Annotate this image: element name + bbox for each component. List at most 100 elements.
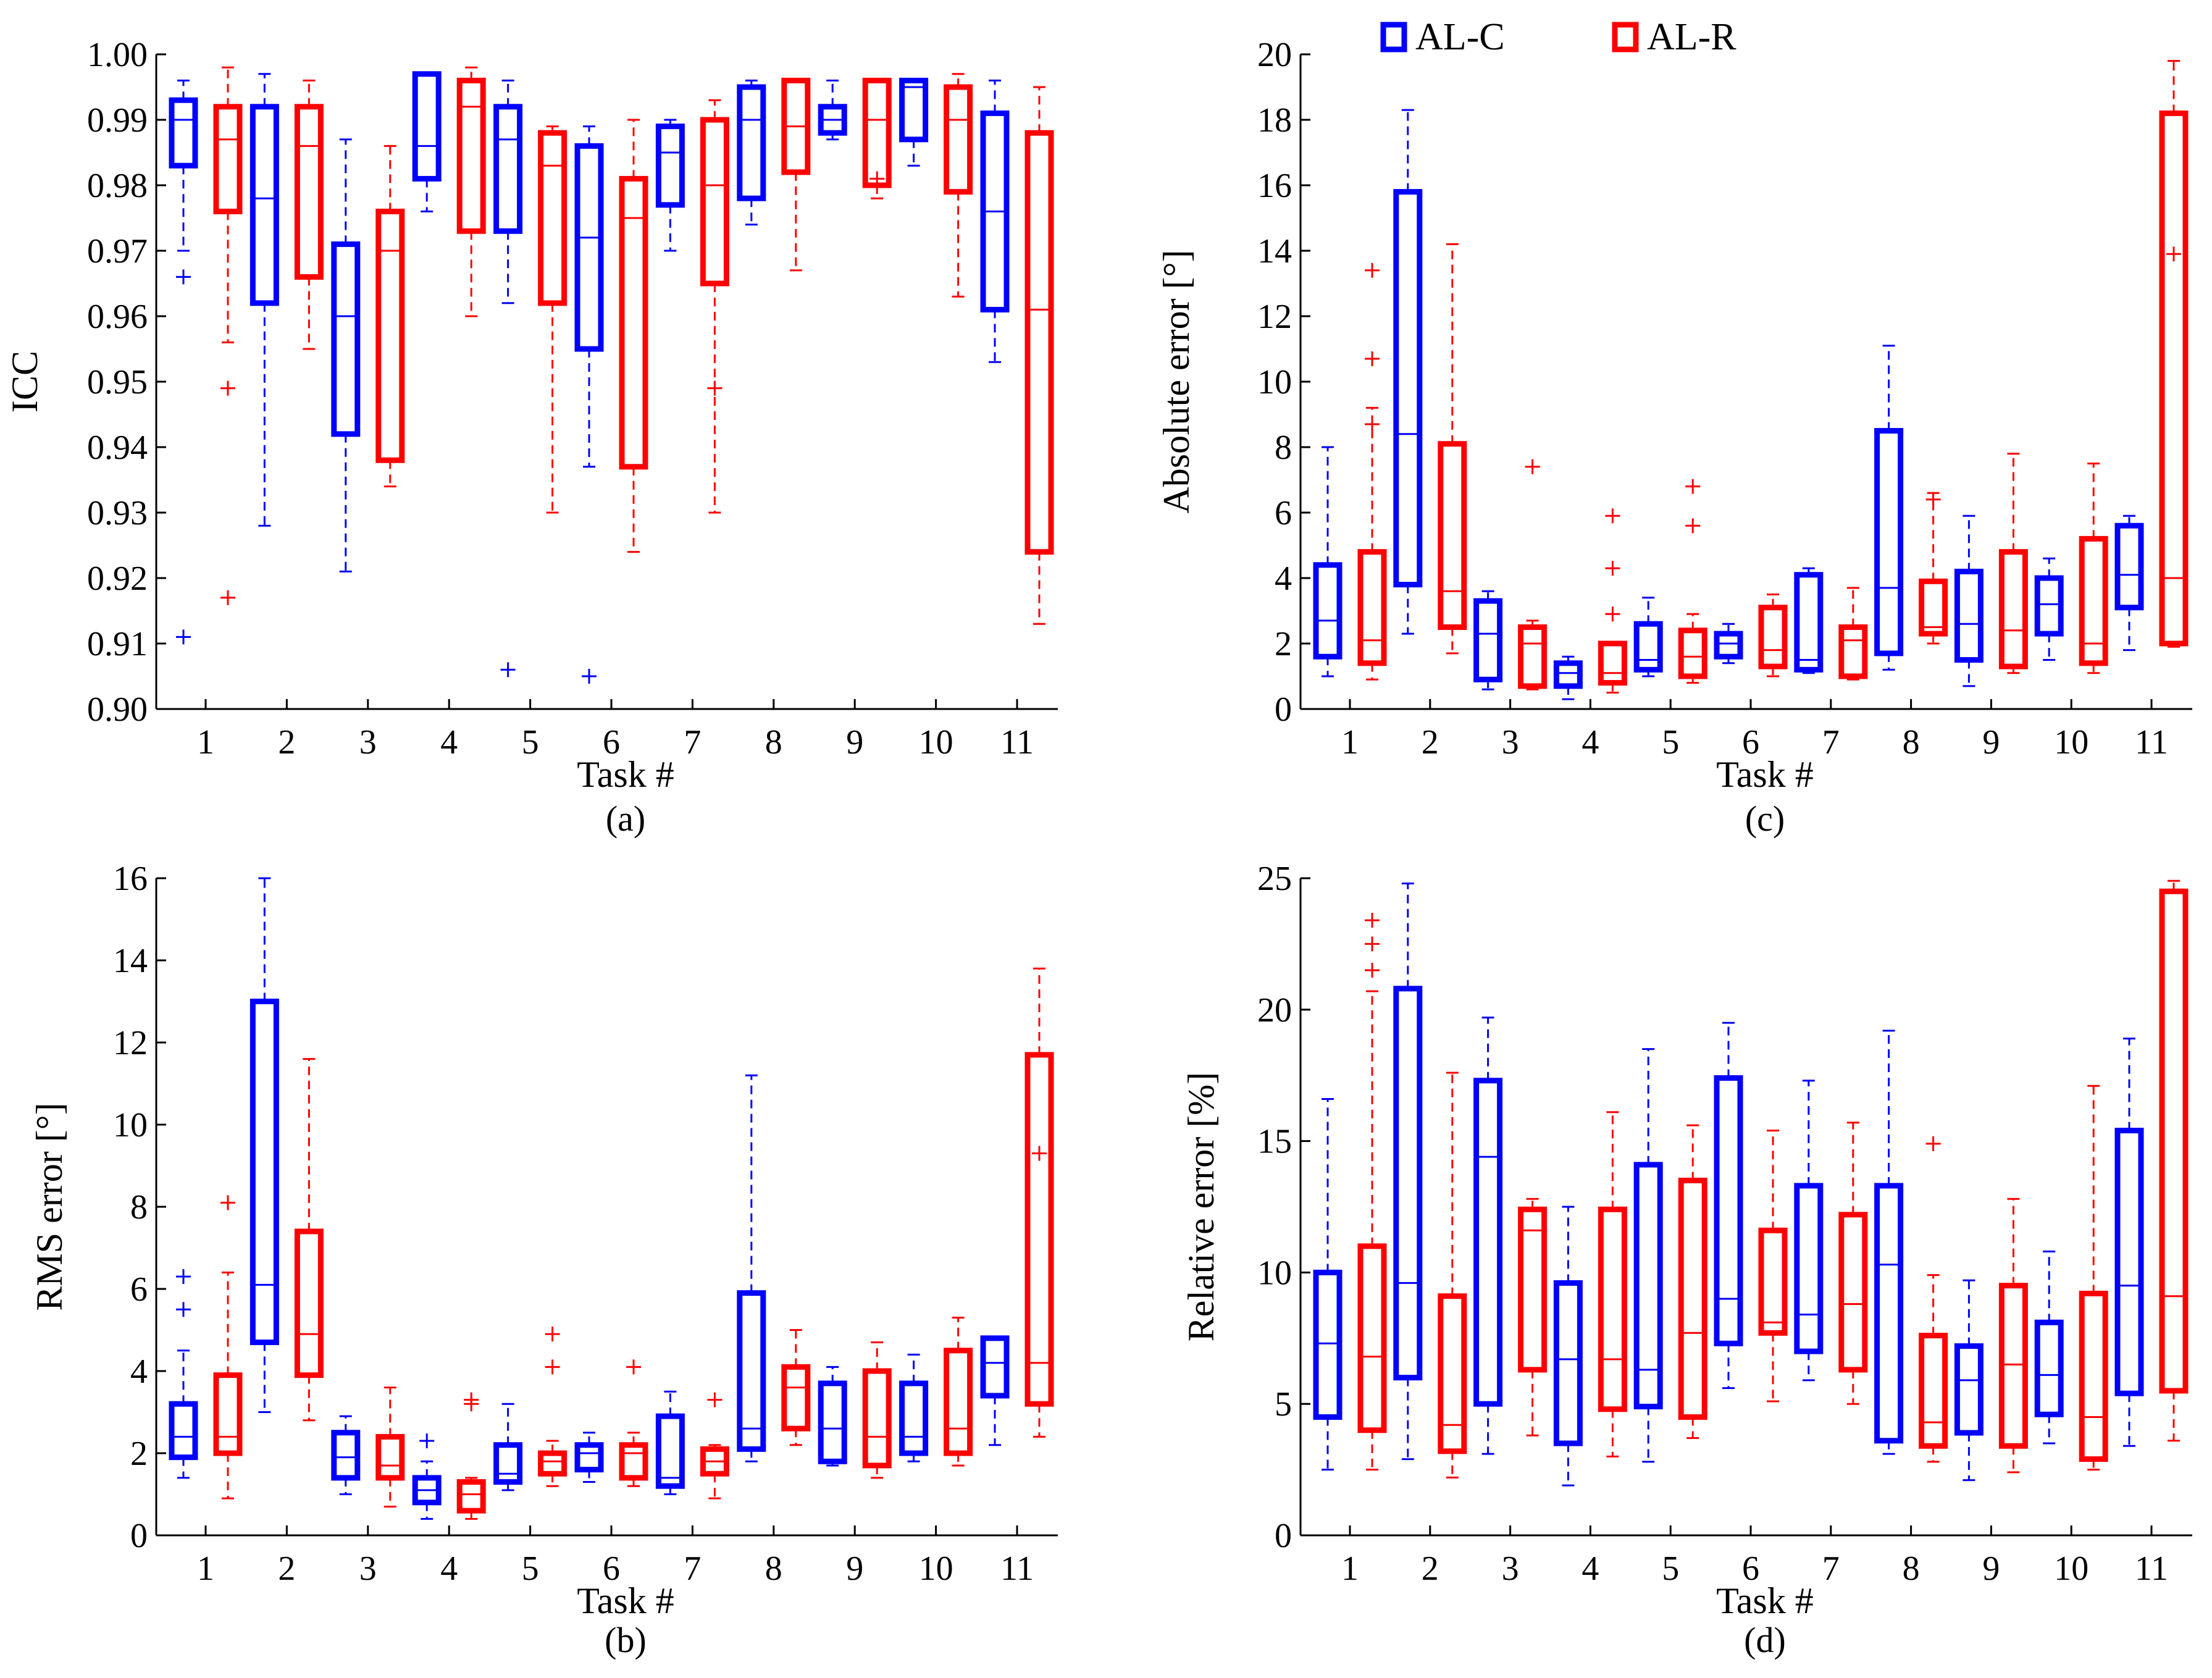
outlier-marker	[1365, 962, 1380, 978]
box-al-r-task-3	[375, 145, 405, 488]
legend-label-al-c: AL-C	[1415, 16, 1505, 58]
box-al-r-task-9	[862, 77, 892, 199]
box-iqr	[1919, 1333, 1948, 1449]
box-al-c-task-9	[818, 1365, 847, 1467]
x-tick-label: 1	[1341, 723, 1359, 761]
box-al-r-task-9	[1998, 1198, 2028, 1474]
box-al-r-task-6	[1758, 1130, 1788, 1403]
box-iqr	[1473, 1078, 1503, 1407]
box-al-r-task-4	[1598, 508, 1627, 694]
box-iqr	[574, 143, 604, 352]
outlier-marker	[1365, 416, 1380, 432]
x-tick-label: 7	[684, 723, 701, 761]
box-iqr	[899, 77, 929, 143]
box-iqr	[700, 117, 729, 287]
x-tick-label: 2	[278, 1550, 295, 1588]
box-iqr	[249, 999, 279, 1345]
box-al-c-task-3	[331, 1415, 361, 1495]
y-tick-label: 8	[1275, 429, 1292, 467]
x-tick-label: 1	[1341, 1550, 1359, 1588]
box-al-c-task-4	[1553, 1206, 1583, 1487]
outlier-marker	[2166, 246, 2181, 262]
box-al-c-task-10	[899, 1353, 929, 1462]
box-iqr	[818, 1380, 847, 1464]
box-iqr	[2114, 522, 2144, 611]
box-iqr	[944, 84, 973, 195]
x-tick-label: 9	[846, 723, 863, 761]
box-iqr	[655, 1413, 685, 1489]
outlier-marker	[1032, 1146, 1047, 1161]
y-tick-label: 20	[1257, 36, 1292, 74]
outlier-marker	[1365, 913, 1380, 928]
box-al-r-task-2	[294, 79, 324, 350]
x-axis-label: Task #	[1716, 754, 1813, 795]
y-tick-label: 0.97	[87, 232, 148, 271]
y-tick-label: 0	[1275, 1517, 1292, 1555]
box-iqr	[2114, 1128, 2144, 1396]
box-iqr	[493, 1442, 523, 1485]
box-al-r-task-2	[1438, 243, 1467, 655]
x-tick-label: 11	[2135, 1550, 2168, 1588]
x-tick-label: 8	[765, 1550, 782, 1588]
box-iqr	[1553, 1280, 1583, 1446]
box-al-c-task-6	[1714, 1021, 1743, 1390]
box-iqr	[169, 1401, 198, 1461]
box-iqr	[737, 84, 766, 201]
box-al-c-task-9	[818, 79, 847, 141]
y-tick-label: 0	[130, 1517, 148, 1555]
box-al-r-task-1	[1357, 262, 1387, 681]
box-al-r-task-1	[213, 66, 243, 605]
outlier-marker	[176, 269, 191, 285]
box-al-c-task-1	[169, 1269, 198, 1479]
box-al-c-task-5	[493, 79, 523, 677]
panel-caption: (c)	[1745, 799, 1785, 839]
outlier-marker	[1365, 262, 1380, 278]
outlier-marker	[1365, 351, 1380, 366]
y-tick-label: 16	[1257, 167, 1292, 205]
box-al-c-task-5	[493, 1403, 523, 1491]
outlier-marker	[500, 662, 516, 677]
x-tick-label: 11	[2135, 723, 2168, 761]
panel-caption: (d)	[1744, 1620, 1786, 1660]
box-al-c-task-4	[412, 1433, 442, 1520]
box-iqr	[1598, 640, 1627, 686]
y-tick-label: 5	[1275, 1385, 1292, 1424]
box-al-c-task-2	[249, 877, 279, 1413]
outlier-marker	[220, 1195, 235, 1210]
outlier-marker	[545, 1327, 560, 1342]
box-al-r-task-10	[944, 1317, 973, 1467]
box-al-c-task-3	[1473, 1017, 1503, 1455]
box-iqr	[1518, 624, 1548, 689]
outlier-marker	[1685, 479, 1701, 494]
box-al-r-task-2	[294, 1058, 324, 1422]
outlier-marker	[1605, 561, 1620, 576]
x-tick-label: 4	[440, 723, 458, 761]
box-iqr	[1598, 1206, 1627, 1412]
box-al-c-task-8	[737, 79, 766, 226]
box-al-c-task-6	[1714, 623, 1743, 665]
y-tick-label: 0.99	[87, 101, 148, 140]
x-tick-label: 7	[1822, 1550, 1840, 1588]
box-al-r-task-11	[1024, 967, 1054, 1438]
box-iqr	[574, 1442, 604, 1473]
y-tick-label: 12	[1257, 298, 1292, 336]
panel-caption: (b)	[605, 1620, 647, 1660]
y-tick-label: 0.93	[87, 494, 148, 532]
outlier-marker	[545, 1359, 560, 1375]
x-tick-label: 8	[765, 723, 782, 761]
panel-a-icc: 0.90 0.91 0.92 0.93 0.94 0.95 0.96 0.97 0.98 0.99…	[4, 36, 1058, 839]
box-al-r-task-6	[619, 119, 648, 553]
box-iqr	[1438, 1293, 1467, 1454]
box-al-r-task-3	[375, 1386, 405, 1508]
box-al-c-task-7	[655, 1390, 685, 1495]
y-tick-label: 0.90	[87, 690, 148, 729]
x-tick-label: 8	[1903, 1550, 1920, 1588]
box-iqr	[1438, 441, 1467, 630]
x-tick-label: 10	[919, 1550, 953, 1588]
y-tick-label: 2	[130, 1435, 148, 1473]
y-axis-label: ICC	[4, 351, 45, 413]
outlier-marker	[419, 1433, 435, 1449]
box-iqr	[249, 104, 279, 306]
box-al-r-task-1	[213, 1195, 243, 1500]
box-al-r-task-7	[1838, 587, 1868, 681]
